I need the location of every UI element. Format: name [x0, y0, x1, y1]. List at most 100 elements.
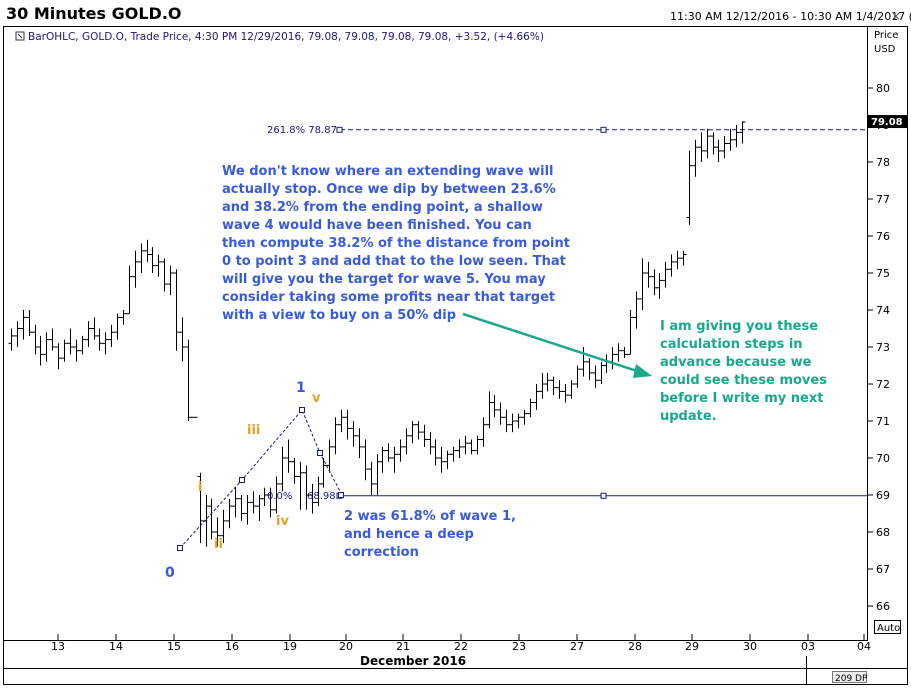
- ohlc-bar: [297, 461, 304, 510]
- wave-point-2[interactable]: [338, 492, 344, 498]
- y-tick-label: 67: [876, 563, 890, 576]
- ohlc-bar: [480, 417, 487, 447]
- ohlc-bar: [403, 428, 410, 455]
- ohlc-bar: [515, 413, 522, 429]
- y-tick-label: 71: [876, 415, 890, 428]
- wave2-note-line: correction: [344, 545, 419, 560]
- x-tick-label: 03: [801, 640, 815, 653]
- ohlc-bar: [309, 483, 316, 514]
- currency-label: USD: [874, 44, 896, 55]
- fib-upper-handle-left[interactable]: [336, 126, 343, 133]
- ohlc-bar: [344, 409, 351, 440]
- main-note-line: then compute 38.2% of the distance from …: [222, 236, 570, 251]
- fib-upper-label: 261.8% 78.87: [267, 125, 337, 136]
- wave-label-iii: iii: [247, 423, 260, 438]
- x-tick-label: 23: [512, 640, 526, 653]
- price-label: Price: [874, 30, 898, 41]
- last-price-label: 79.08: [871, 117, 903, 128]
- ohlc-bar: [444, 450, 451, 470]
- side-note-line: could see these moves: [660, 373, 827, 388]
- auto-scale-button[interactable]: [874, 620, 901, 634]
- ohlc-bar: [615, 343, 622, 362]
- ohlc-bar: [8, 328, 15, 351]
- ohlc-bar: [462, 435, 469, 455]
- y-tick-label: 72: [876, 378, 890, 391]
- ohlc-bar: [633, 291, 640, 329]
- ohlc-bar: [279, 446, 286, 492]
- ohlc-bar: [96, 328, 103, 351]
- ohlc-bar: [533, 384, 540, 410]
- ohlc-bar: [368, 461, 375, 495]
- x-tick-label: 04: [857, 640, 871, 653]
- ohlc-bar: [385, 443, 392, 462]
- ohlc-bar: [450, 446, 457, 462]
- wave-point-a[interactable]: [317, 450, 323, 456]
- ohlc-bar: [733, 125, 740, 148]
- x-tick-label: 28: [628, 640, 642, 653]
- ohlc-bar: [556, 380, 563, 399]
- ohlc-bar: [320, 458, 327, 488]
- main-note-line: with a view to buy on a 50% dip: [222, 308, 456, 323]
- ohlc-bar: [261, 487, 268, 507]
- wave-label-i: i: [198, 480, 202, 495]
- ohlc-bar: [497, 402, 504, 425]
- wave-label-1: 1: [296, 380, 306, 396]
- side-note: I am giving you these calculation steps …: [660, 319, 827, 424]
- ohlc-bar: [20, 310, 27, 340]
- chart-frame: [3, 26, 908, 685]
- ohlc-bar: [226, 498, 233, 529]
- ohlc-bar: [668, 254, 675, 277]
- x-tick-label: 27: [570, 640, 584, 653]
- x-tick-label: 20: [339, 640, 353, 653]
- x-tick-label: 21: [396, 640, 410, 653]
- ohlc-bar: [698, 132, 705, 162]
- x-tick-label: 14: [109, 640, 123, 653]
- ohlc-bar: [521, 409, 528, 425]
- ohlc-bar: [409, 421, 416, 444]
- ohlc-bar: [149, 247, 156, 273]
- legend-text: BarOHLC, GOLD.O, Trade Price, 4:30 PM 12…: [28, 31, 544, 43]
- ohlc-bar: [509, 413, 516, 433]
- ohlc-bar: [185, 339, 192, 421]
- ohlc-bar: [350, 421, 357, 447]
- ohlc-bar: [727, 128, 734, 151]
- ohlc-bar: [503, 409, 510, 433]
- close-icon[interactable]: ×: [891, 9, 901, 23]
- y-axis-ticks: 666768697071727374757677787980: [868, 82, 890, 613]
- side-note-line: advance because we: [660, 355, 812, 370]
- ohlc-bar: [37, 335, 44, 366]
- ohlc-bar: [456, 439, 463, 458]
- x-tick-label: 13: [51, 640, 65, 653]
- fib-lower-left-label: 0.0%: [267, 491, 292, 502]
- main-note-line: 0 to point 3 and add that to the low see…: [222, 254, 566, 269]
- x-tick-label: 29: [685, 640, 699, 653]
- annotation-arrow-head: [633, 364, 652, 378]
- ohlc-bar: [574, 365, 581, 388]
- fib-upper-handle-mid[interactable]: [600, 126, 607, 133]
- x-tick-label: 22: [454, 640, 468, 653]
- ohlc-bar: [704, 128, 711, 159]
- ohlc-bar: [438, 446, 445, 473]
- ohlc-bar: [26, 310, 33, 336]
- wave-point-iii[interactable]: [239, 477, 245, 483]
- wave-point-0[interactable]: [177, 545, 183, 551]
- wave-count-line: [179, 409, 343, 549]
- ohlc-bar: [739, 121, 746, 144]
- ohlc-bar: [73, 339, 80, 362]
- ohlc-bar: [161, 258, 168, 292]
- annotation-arrow: [462, 312, 641, 374]
- y-tick-label: 80: [876, 82, 890, 95]
- legend-icon-mark: [17, 33, 23, 39]
- ohlc-bar: [645, 261, 652, 288]
- ohlc-bar: [415, 421, 422, 440]
- wave-point-1[interactable]: [299, 407, 305, 413]
- main-note: We don't know where an extending wave wi…: [222, 164, 570, 323]
- ohlc-bar: [126, 265, 133, 315]
- fib-lower-handle-mid[interactable]: [600, 492, 607, 499]
- y-tick-label: 78: [876, 156, 890, 169]
- ohlc-bar: [656, 273, 663, 299]
- dp-label: 209 DP: [835, 674, 868, 684]
- ohlc-bar: [432, 439, 439, 466]
